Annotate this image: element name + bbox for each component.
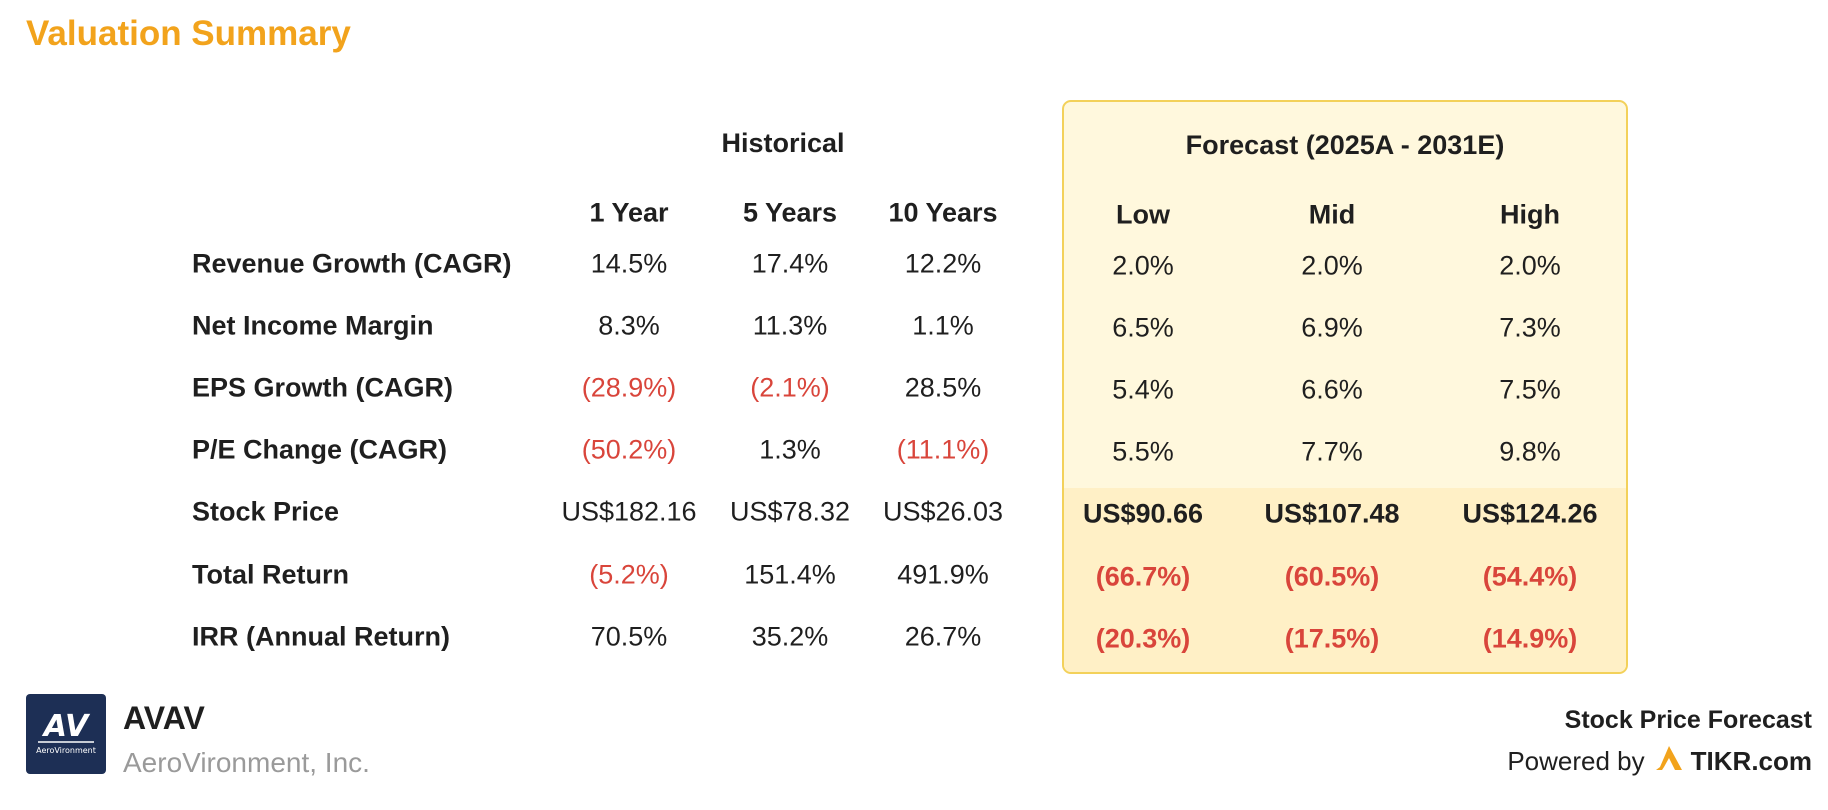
- forecast-cell: (17.5%): [1284, 623, 1380, 654]
- forecast-cell: US$107.48: [1264, 498, 1400, 529]
- logo-text: AV: [42, 709, 91, 744]
- forecast-cell: US$90.66: [1082, 498, 1204, 529]
- forecast-panel: [1062, 100, 1628, 674]
- row-label: EPS Growth (CAGR): [192, 372, 453, 403]
- historical-header: Historical: [721, 128, 845, 158]
- forecast-cell: 2.0%: [1499, 250, 1561, 281]
- historical-cell: (5.2%): [589, 559, 669, 590]
- logo-subtext: AeroVironment: [36, 746, 96, 755]
- tikr-logo-icon: [1655, 745, 1683, 778]
- forecast-cell: 2.0%: [1301, 250, 1363, 281]
- forecast-header: Forecast (2025A - 2031E): [1185, 130, 1505, 160]
- historical-cell: 12.2%: [904, 248, 982, 279]
- historical-cell: 70.5%: [590, 621, 668, 652]
- row-label: Revenue Growth (CAGR): [192, 248, 512, 279]
- historical-cell: (11.1%): [896, 434, 990, 465]
- row-label: P/E Change (CAGR): [192, 434, 448, 465]
- historical-cell: (28.9%): [581, 372, 677, 403]
- company-logo: AV AeroVironment: [26, 694, 106, 774]
- ticker-symbol: AVAV: [123, 700, 205, 736]
- historical-cell: 1.1%: [912, 310, 974, 341]
- footer-title: Stock Price Forecast: [1564, 706, 1812, 734]
- historical-cell: 151.4%: [744, 559, 836, 590]
- aerovironment-logo-icon: AV AeroVironment: [36, 709, 96, 755]
- historical-cell: US$182.16: [561, 496, 697, 527]
- powered-by: Powered by TIKR.com: [1507, 745, 1812, 778]
- row-label: Net Income Margin: [192, 310, 434, 341]
- historical-cell: 11.3%: [752, 310, 828, 341]
- forecast-col-header: Low: [1116, 199, 1170, 230]
- page-title: Valuation Summary: [26, 14, 351, 53]
- historical-cell: 14.5%: [590, 248, 668, 279]
- forecast-highlight-band: [1064, 488, 1626, 672]
- forecast-cell: 6.9%: [1301, 312, 1363, 343]
- historical-cell: 491.9%: [897, 559, 989, 590]
- powered-by-label: Powered by: [1507, 746, 1645, 776]
- historical-cell: 1.3%: [759, 434, 821, 465]
- forecast-cell: 6.6%: [1301, 374, 1363, 405]
- tikr-brand: TIKR.com: [1690, 746, 1812, 776]
- historical-col-header: 1 Year: [589, 197, 669, 228]
- forecast-cell: 5.5%: [1112, 436, 1174, 467]
- historical-cell: US$26.03: [882, 496, 1004, 527]
- row-label: Total Return: [192, 559, 349, 590]
- historical-cell: 8.3%: [598, 310, 660, 341]
- historical-cell: (50.2%): [581, 434, 677, 465]
- forecast-cell: (66.7%): [1095, 561, 1191, 592]
- forecast-col-header: Mid: [1308, 199, 1356, 230]
- historical-cell: 26.7%: [904, 621, 982, 652]
- forecast-cell: 7.5%: [1499, 374, 1561, 405]
- historical-cell: 35.2%: [751, 621, 829, 652]
- forecast-cell: US$124.26: [1462, 498, 1598, 529]
- historical-col-header: 10 Years: [888, 197, 998, 228]
- forecast-cell: (20.3%): [1095, 623, 1191, 654]
- historical-col-header: 5 Years: [742, 197, 838, 228]
- forecast-cell: 2.0%: [1112, 250, 1174, 281]
- forecast-col-header: High: [1500, 199, 1560, 230]
- forecast-cell: (54.4%): [1482, 561, 1578, 592]
- forecast-cell: (14.9%): [1482, 623, 1578, 654]
- forecast-cell: 5.4%: [1112, 374, 1174, 405]
- forecast-cell: 7.7%: [1301, 436, 1363, 467]
- row-label: Stock Price: [192, 496, 340, 527]
- historical-cell: US$78.32: [729, 496, 851, 527]
- row-label: IRR (Annual Return): [192, 621, 450, 652]
- historical-cell: 17.4%: [751, 248, 829, 279]
- historical-cell: (2.1%): [750, 372, 830, 403]
- historical-cell: 28.5%: [904, 372, 982, 403]
- forecast-cell: 7.3%: [1499, 312, 1561, 343]
- company-name: AeroVironment, Inc.: [123, 747, 370, 778]
- forecast-cell: (60.5%): [1284, 561, 1380, 592]
- forecast-cell: 6.5%: [1112, 312, 1174, 343]
- forecast-cell: 9.8%: [1499, 436, 1561, 467]
